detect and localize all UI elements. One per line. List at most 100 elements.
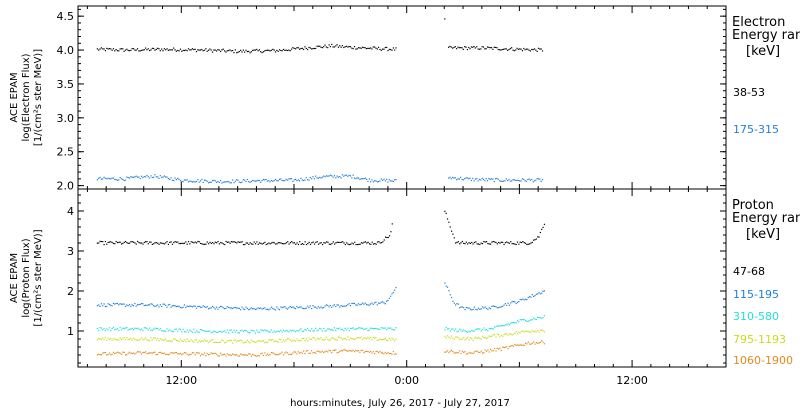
data-point	[518, 243, 520, 245]
data-point	[285, 307, 287, 309]
data-point	[473, 241, 476, 244]
data-point	[500, 180, 502, 182]
data-point	[390, 48, 392, 51]
data-point	[162, 50, 164, 52]
data-point	[122, 178, 124, 181]
data-point	[201, 243, 203, 245]
data-point	[487, 308, 489, 311]
data-point	[136, 176, 139, 178]
data-point	[345, 305, 348, 307]
data-point	[395, 327, 397, 329]
data-point	[333, 338, 336, 340]
data-point	[286, 179, 289, 181]
data-point	[510, 333, 512, 335]
data-point	[508, 324, 511, 326]
data-point	[293, 242, 296, 244]
data-point	[268, 180, 270, 182]
data-point	[452, 300, 454, 302]
data-point	[100, 327, 103, 329]
data-point	[201, 48, 203, 51]
data-point	[296, 47, 298, 49]
data-point	[181, 50, 183, 52]
data-point	[190, 305, 192, 307]
data-point	[341, 45, 344, 47]
data-point	[455, 336, 457, 338]
data-point	[294, 178, 297, 180]
data-point	[307, 327, 309, 330]
data-point	[228, 306, 230, 309]
data-point	[505, 178, 507, 180]
data-point	[289, 305, 291, 308]
data-point	[158, 329, 160, 331]
data-point	[444, 329, 446, 331]
data-point	[491, 241, 493, 243]
data-point	[529, 50, 532, 52]
data-point	[510, 322, 512, 325]
data-point	[519, 298, 521, 301]
data-point	[197, 179, 199, 181]
data-point	[301, 47, 303, 50]
data-point	[321, 176, 323, 178]
data-point	[140, 353, 143, 355]
data-point	[533, 239, 535, 241]
data-point	[356, 304, 358, 306]
data-point	[468, 330, 470, 332]
data-point	[203, 179, 206, 181]
electron-ytick-label: 4.0	[57, 44, 75, 57]
xtick-label: 12:00	[165, 374, 197, 387]
data-point	[479, 337, 481, 340]
data-point	[445, 337, 447, 339]
data-point	[497, 178, 499, 180]
data-point	[183, 351, 186, 354]
data-point	[324, 176, 326, 178]
data-point	[211, 352, 214, 355]
data-point	[470, 46, 473, 48]
proton-series-1	[96, 282, 546, 311]
data-point	[332, 305, 334, 307]
data-point	[335, 305, 337, 308]
data-point	[537, 316, 539, 318]
data-point	[340, 46, 342, 48]
data-point	[248, 243, 250, 246]
data-point	[222, 307, 224, 309]
data-point	[292, 352, 294, 354]
data-point	[119, 327, 121, 329]
data-point	[500, 349, 502, 352]
data-point	[214, 341, 216, 343]
data-point	[290, 330, 293, 332]
data-point	[305, 243, 308, 246]
data-point	[471, 330, 473, 332]
data-point	[463, 242, 465, 244]
data-point	[317, 45, 319, 47]
data-point	[144, 176, 147, 178]
data-point	[195, 180, 198, 183]
data-point	[238, 340, 240, 342]
data-point	[276, 330, 278, 332]
data-point	[203, 306, 206, 308]
data-point	[386, 236, 388, 239]
data-point	[150, 337, 152, 339]
data-point	[250, 339, 252, 341]
data-point	[527, 320, 529, 322]
data-point	[500, 325, 502, 327]
data-point	[219, 352, 222, 354]
data-point	[349, 350, 352, 352]
data-point	[242, 342, 244, 344]
data-point	[262, 307, 265, 310]
data-point	[270, 339, 273, 341]
data-point	[161, 330, 163, 332]
data-point	[485, 337, 488, 339]
data-point	[193, 242, 195, 244]
data-point	[107, 337, 109, 339]
data-point	[135, 305, 137, 307]
data-point	[511, 243, 513, 245]
data-point	[147, 352, 149, 354]
data-point	[288, 49, 290, 51]
data-point	[321, 339, 323, 341]
data-point	[183, 330, 186, 333]
data-point	[384, 180, 386, 182]
data-point	[340, 349, 342, 352]
data-point	[254, 180, 257, 182]
data-point	[309, 243, 312, 246]
data-point	[476, 337, 478, 339]
